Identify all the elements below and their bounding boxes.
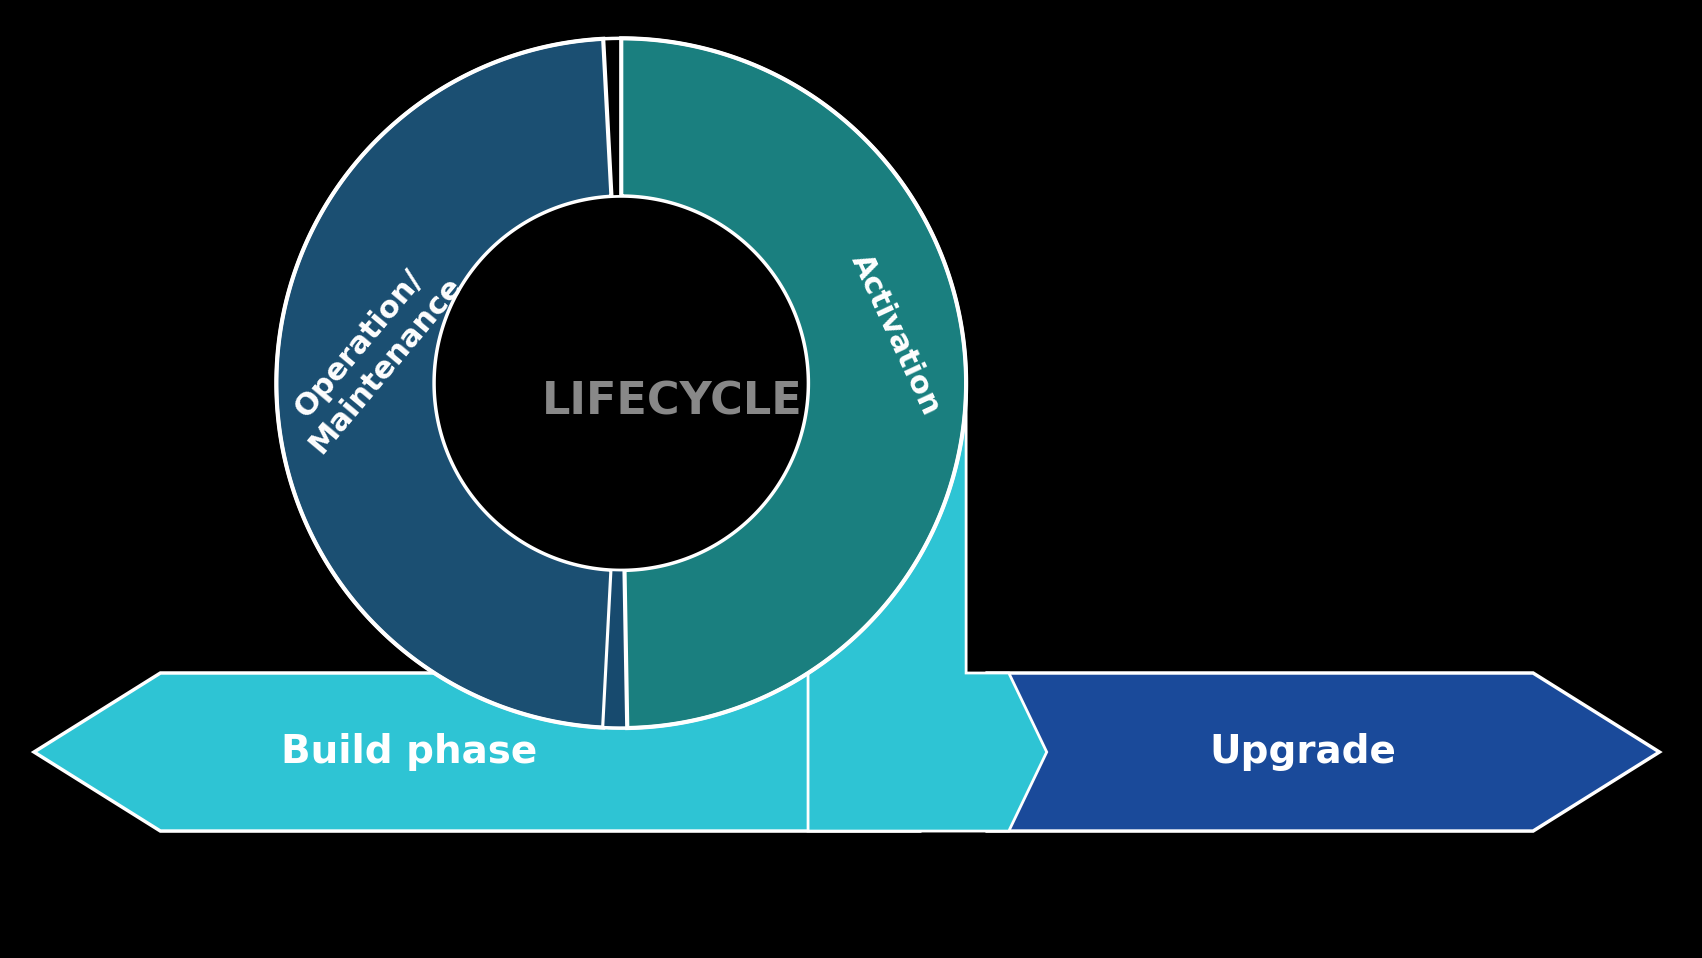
Polygon shape bbox=[987, 673, 1659, 832]
Text: Activation: Activation bbox=[846, 250, 946, 421]
Polygon shape bbox=[34, 673, 1047, 832]
Text: Upgrade: Upgrade bbox=[1210, 733, 1397, 771]
Polygon shape bbox=[609, 383, 1047, 832]
Text: Build phase: Build phase bbox=[281, 733, 536, 771]
Polygon shape bbox=[276, 38, 611, 728]
Polygon shape bbox=[603, 570, 628, 728]
Text: Operation/
Maintenance: Operation/ Maintenance bbox=[277, 250, 468, 459]
Text: LIFECYCLE: LIFECYCLE bbox=[541, 381, 803, 423]
Polygon shape bbox=[621, 38, 967, 728]
Polygon shape bbox=[434, 196, 808, 570]
